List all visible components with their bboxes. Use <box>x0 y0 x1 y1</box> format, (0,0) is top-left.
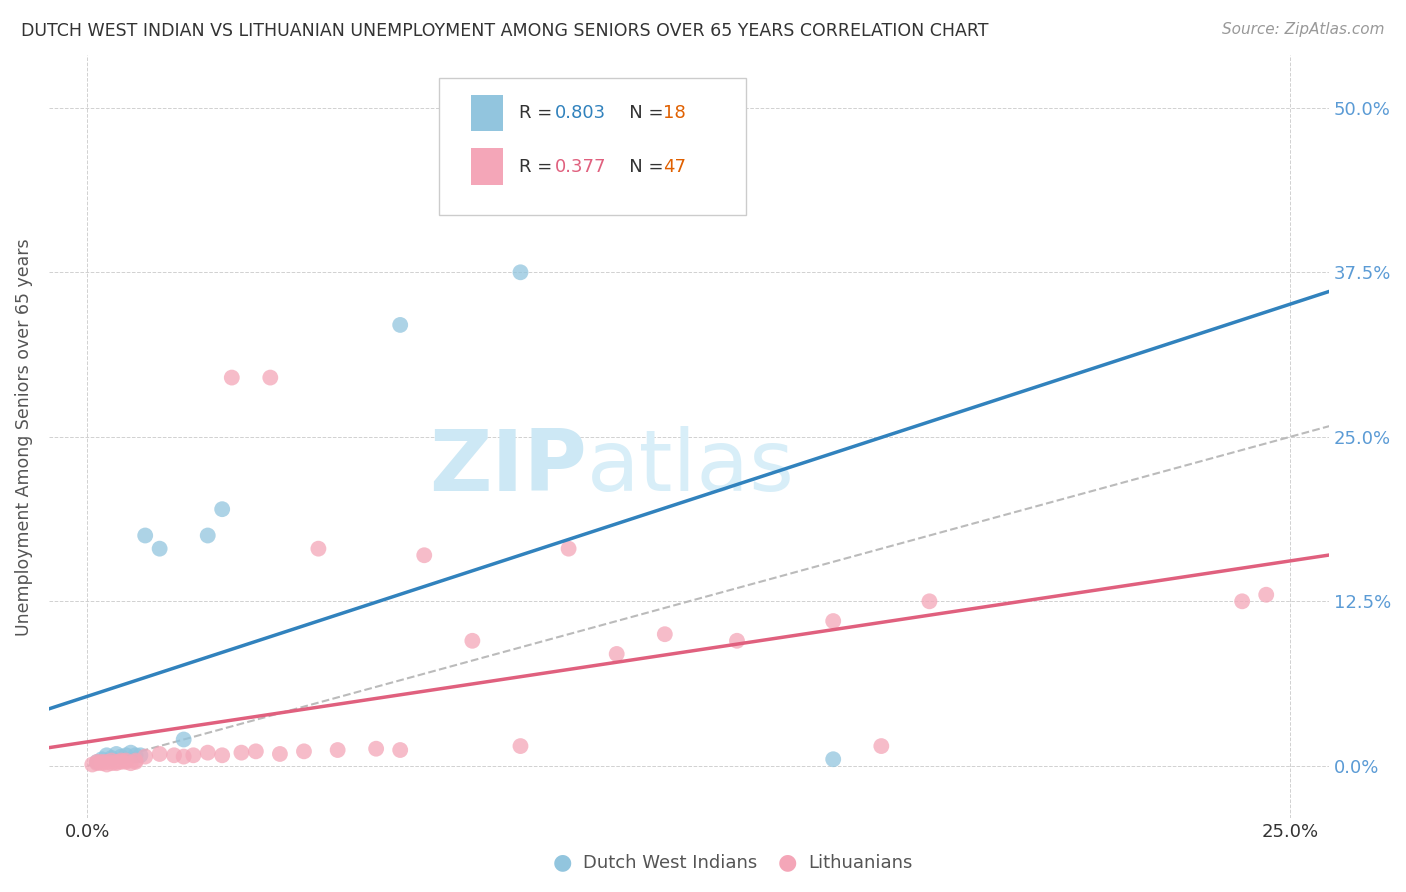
Point <box>124 754 146 768</box>
Point <box>389 743 412 757</box>
Point <box>134 528 156 542</box>
Point <box>231 746 253 760</box>
FancyBboxPatch shape <box>471 148 503 185</box>
Text: 18: 18 <box>664 104 686 122</box>
Y-axis label: Unemployment Among Seniors over 65 years: Unemployment Among Seniors over 65 years <box>15 238 32 636</box>
Point <box>221 370 243 384</box>
Point <box>326 743 349 757</box>
Point <box>197 528 219 542</box>
Point <box>557 541 579 556</box>
Text: 0.377: 0.377 <box>554 158 606 176</box>
Point <box>509 739 531 753</box>
Point <box>366 741 388 756</box>
Point <box>654 627 676 641</box>
Text: Lithuanians: Lithuanians <box>808 855 912 872</box>
Point <box>124 755 146 769</box>
Text: R =: R = <box>519 104 558 122</box>
Point <box>134 749 156 764</box>
Point <box>105 755 128 769</box>
Point <box>918 594 941 608</box>
Point <box>823 752 845 766</box>
Point <box>120 756 142 771</box>
Point <box>115 755 138 769</box>
Point <box>115 748 138 763</box>
Point <box>129 748 152 763</box>
Point <box>86 755 108 769</box>
Point <box>100 754 122 768</box>
FancyBboxPatch shape <box>439 78 747 216</box>
Point <box>120 746 142 760</box>
Point <box>96 757 118 772</box>
Point <box>173 732 195 747</box>
Point <box>105 747 128 761</box>
Point <box>461 633 484 648</box>
Point <box>870 739 893 753</box>
Point <box>100 756 122 771</box>
Point <box>115 754 138 768</box>
Point <box>149 541 172 556</box>
Point <box>110 755 132 769</box>
Point <box>211 748 233 763</box>
Point <box>100 751 122 765</box>
Text: Source: ZipAtlas.com: Source: ZipAtlas.com <box>1222 22 1385 37</box>
Text: Dutch West Indians: Dutch West Indians <box>583 855 758 872</box>
Point <box>292 744 315 758</box>
Point <box>181 748 204 763</box>
Text: 47: 47 <box>664 158 686 176</box>
Text: R =: R = <box>519 158 558 176</box>
Point <box>96 748 118 763</box>
Point <box>110 749 132 764</box>
Text: N =: N = <box>612 104 669 122</box>
Point <box>149 747 172 761</box>
Point <box>86 756 108 771</box>
Text: DUTCH WEST INDIAN VS LITHUANIAN UNEMPLOYMENT AMONG SENIORS OVER 65 YEARS CORRELA: DUTCH WEST INDIAN VS LITHUANIAN UNEMPLOY… <box>21 22 988 40</box>
Point <box>86 755 108 769</box>
Point <box>245 744 267 758</box>
Text: ●: ● <box>778 853 797 872</box>
Point <box>606 647 628 661</box>
Point <box>124 748 146 763</box>
FancyBboxPatch shape <box>471 95 503 131</box>
Point <box>259 370 281 384</box>
Point <box>90 755 112 769</box>
Point <box>96 755 118 769</box>
Point <box>211 502 233 516</box>
Point <box>105 756 128 771</box>
Point <box>82 757 104 772</box>
Point <box>90 756 112 771</box>
Point <box>307 541 329 556</box>
Text: atlas: atlas <box>586 425 794 508</box>
Point <box>725 633 748 648</box>
Point <box>90 752 112 766</box>
Text: ZIP: ZIP <box>429 425 586 508</box>
Point <box>823 614 845 628</box>
Text: 0.803: 0.803 <box>554 104 606 122</box>
Point <box>413 548 436 562</box>
Point <box>173 749 195 764</box>
Point <box>163 748 186 763</box>
Point <box>110 754 132 768</box>
Text: ●: ● <box>553 853 572 872</box>
Point <box>269 747 291 761</box>
Text: N =: N = <box>612 158 669 176</box>
Point <box>1256 588 1278 602</box>
Point <box>197 746 219 760</box>
Point <box>389 318 412 332</box>
Point <box>509 265 531 279</box>
Point <box>1230 594 1253 608</box>
